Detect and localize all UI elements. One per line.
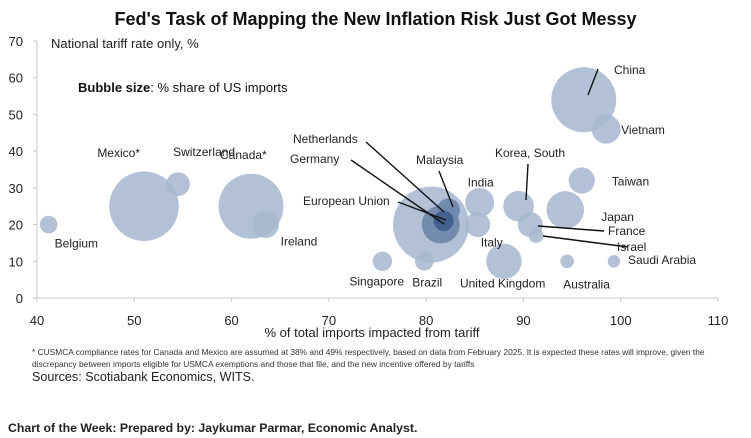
label-malaysia: Malaysia [416,153,464,167]
label-brazil: Brazil [412,275,442,289]
bubble-belgium [39,215,58,234]
bubble-singapore [372,251,393,271]
bubble-vietnam [591,114,621,144]
label-taiwan: Taiwan [612,175,649,189]
x-tick-label: 50 [127,313,141,328]
leader-line-france [537,225,605,232]
credit: Chart of the Week: Prepared by: Jaykumar… [8,421,418,435]
x-tick-label: 40 [30,313,44,328]
bubble-italy [465,212,491,238]
bubble-japan [546,191,585,229]
y-tick-label: 0 [16,291,23,306]
label-saudi-arabia: Saudi Arabia [628,253,696,267]
x-tick-label: 110 [708,313,729,328]
x-tick-label: 80 [419,313,433,328]
bubble-size-note-text: : % share of US imports [150,80,288,95]
leader-line-germany [350,159,445,225]
y-tick-label: 50 [9,107,23,122]
bubble-netherlands [433,210,454,231]
bubble-size-note: Bubble size: % share of US imports [78,80,288,95]
label-israel: Israel [617,240,646,254]
bubble-israel [528,228,544,243]
x-tick-label: 70 [322,313,336,328]
x-tick-label: 100 [610,313,632,328]
label-italy: Italy [481,236,503,250]
label-australia: Australia [563,277,610,291]
bubble-mexico [109,171,179,241]
label-japan: Japan [601,210,634,224]
label-france: France [608,224,646,238]
label-ireland: Ireland [281,235,318,249]
label-singapore: Singapore [349,274,404,288]
leader-line-malaysia [438,170,454,208]
label-mexico: Mexico* [97,146,140,160]
label-united-kingdom: United Kingdom [460,276,545,290]
leader-line-netherlands [365,141,445,213]
label-netherlands: Netherlands [293,132,358,146]
sources: Sources: Scotiabank Economics, WITS. [32,370,255,384]
y-tick-label: 40 [9,144,23,159]
label-belgium: Belgium [55,237,98,251]
bubble-switzerland [166,172,190,197]
leader-line-china [587,68,599,96]
bubble-saudi-arabia [607,255,621,268]
leader-line-european-union [397,201,447,221]
x-tick-label: 90 [516,313,530,328]
bubble-india [465,188,495,218]
axes: 40 50 60 70 80 90 100 110 0 10 20 30 40 50 60 70 [9,34,729,328]
bubble-brazil [414,252,434,271]
y-axis-label: National tariff rate only, % [51,36,199,51]
chart-title: Fed's Task of Mapping the New Inflation … [114,9,637,29]
label-canada: Canada* [220,148,267,162]
footnote: * CUSMCA compliance rates for Canada and… [32,347,705,369]
bubble-taiwan [568,167,595,194]
bubble-united-kingdom [486,243,522,279]
bubble-ireland [252,211,280,238]
label-vietnam: Vietnam [621,123,665,137]
y-tick-label: 20 [9,218,23,233]
y-tick-label: 10 [9,254,23,269]
label-korea-south: Korea, South [495,146,565,160]
label-china: China [614,63,646,77]
bubbles [39,67,621,279]
leader-line-korea-south [525,163,529,201]
label-european-union: European Union [303,194,390,208]
bubble-size-note-bold: Bubble size [78,80,150,95]
bubble-australia [560,254,575,269]
x-axis-label: % of total imports impacted from tariff [264,325,479,340]
y-tick-label: 30 [9,181,23,196]
label-switzerland: Switzerland [173,145,235,159]
y-tick-label: 60 [9,71,23,86]
label-germany: Germany [290,152,339,166]
leader-line-israel [542,235,629,248]
y-tick-label: 70 [9,34,23,49]
leader-lines [350,68,629,248]
x-tick-label: 60 [224,313,238,328]
label-india: India [468,176,494,190]
